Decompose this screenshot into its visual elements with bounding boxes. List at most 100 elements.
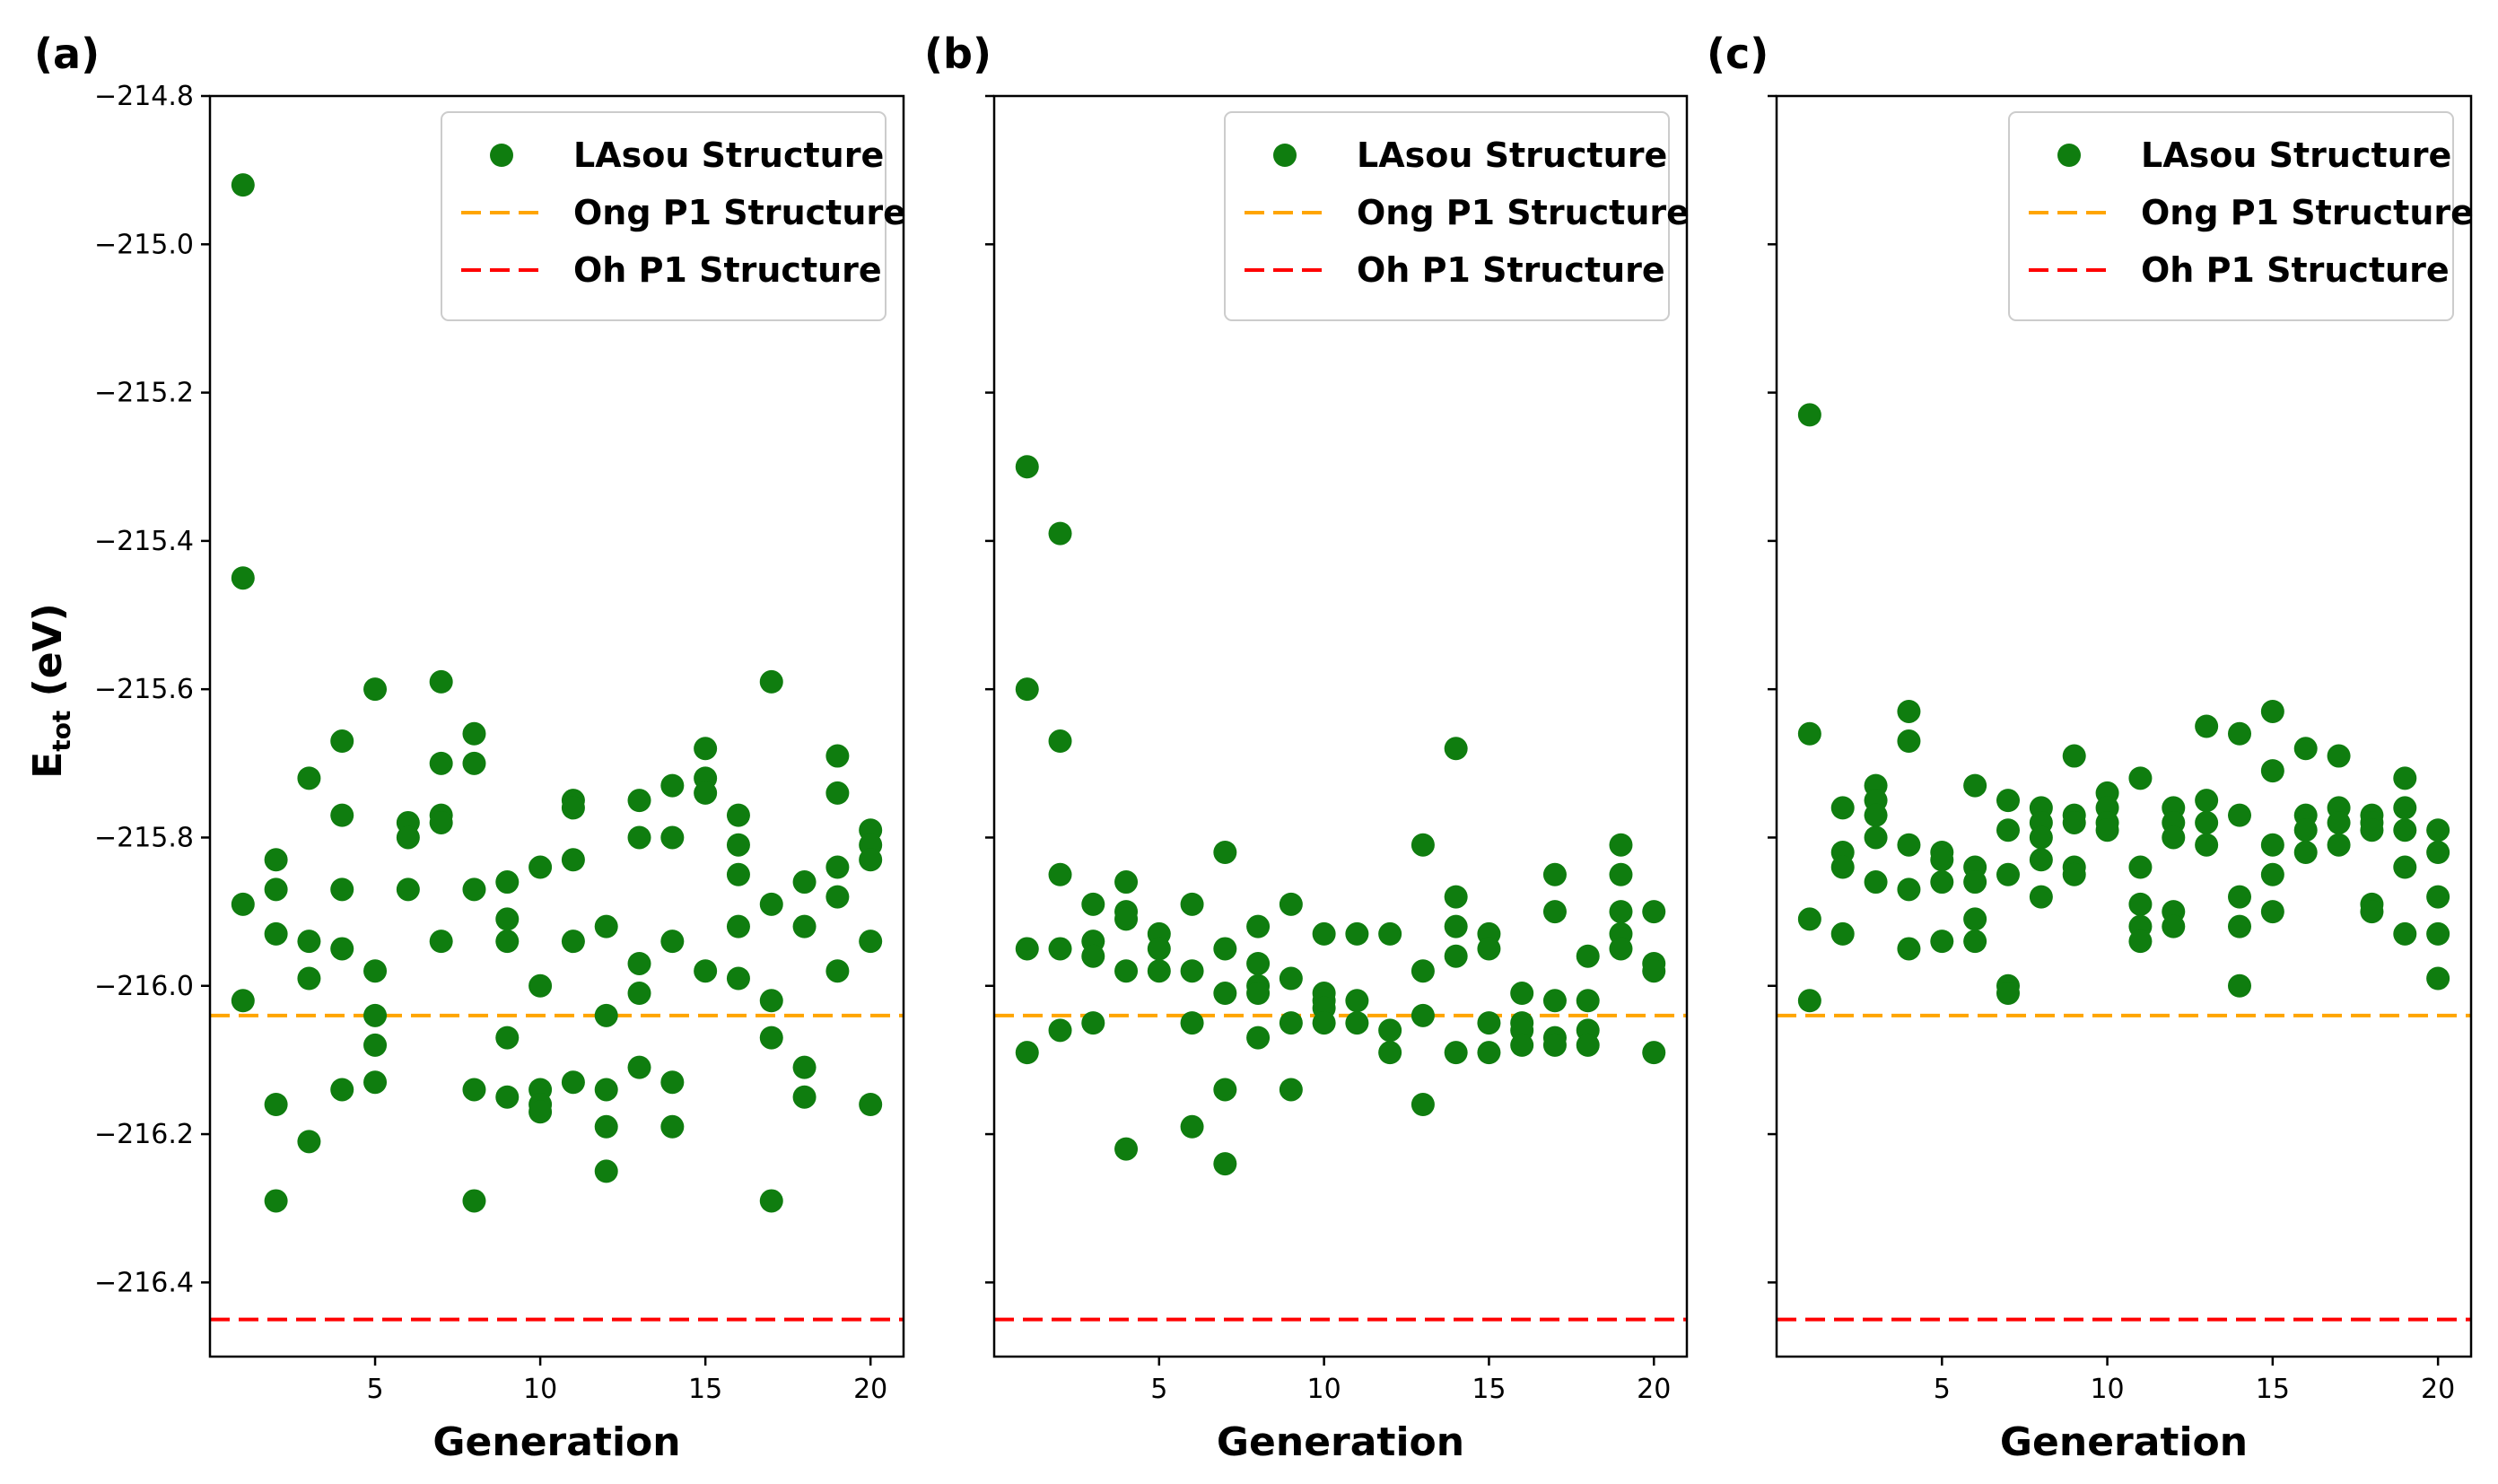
data-point (1378, 1041, 1402, 1065)
legend-label: Ong P1 Structure (2141, 193, 2474, 232)
data-point (1048, 729, 1072, 754)
data-point (2260, 900, 2284, 924)
data-point (1444, 914, 1468, 938)
data-point (694, 959, 718, 983)
data-point (1963, 773, 1987, 798)
data-point (1081, 1011, 1105, 1035)
data-point (1279, 966, 1303, 991)
data-point (759, 892, 783, 916)
data-point (495, 1026, 520, 1050)
data-point (1897, 699, 1921, 723)
legend-marker-lasou (2057, 144, 2081, 167)
data-point (1542, 900, 1567, 924)
data-point (2029, 848, 2053, 872)
x-tick-label: 10 (523, 1374, 557, 1405)
data-point (2195, 810, 2219, 834)
plot-frame (992, 94, 1689, 1358)
data-point (2062, 810, 2086, 834)
data-point (561, 848, 585, 872)
data-point (1246, 1026, 1271, 1050)
data-point (1996, 789, 2020, 813)
data-point (462, 751, 486, 775)
data-point (1213, 937, 1237, 961)
data-point (495, 1085, 520, 1109)
data-point (1930, 848, 1954, 872)
data-point (1444, 737, 1468, 761)
data-point (264, 1093, 288, 1116)
data-point (1048, 862, 1072, 886)
plot-frame (1775, 94, 2473, 1358)
data-point (1963, 870, 1987, 895)
data-point (1609, 937, 1633, 961)
legend-box (441, 111, 887, 321)
data-point (1345, 989, 1369, 1013)
data-point (2162, 825, 2186, 850)
data-point (759, 1189, 783, 1213)
data-point (1642, 1041, 1666, 1065)
data-point (297, 966, 321, 991)
data-point (759, 669, 783, 694)
data-point (2426, 841, 2450, 864)
data-point (1897, 877, 1921, 902)
data-point (2195, 833, 2219, 857)
y-tick-label: −215.4 (94, 526, 194, 557)
data-point (1864, 803, 1888, 827)
data-point (1797, 721, 1821, 746)
data-point (1246, 951, 1271, 975)
data-point (561, 930, 585, 954)
data-point (594, 1159, 618, 1183)
svg-text:Etot (eV): Etot (eV) (25, 603, 76, 779)
data-point (528, 973, 553, 998)
data-point (627, 825, 651, 850)
data-point (792, 914, 817, 938)
x-tick-label: 20 (1637, 1374, 1671, 1405)
data-point (1180, 1011, 1204, 1035)
data-point (1411, 1003, 1435, 1027)
data-point (1147, 937, 1171, 961)
data-point (330, 729, 354, 754)
legend-label: Oh P1 Structure (1357, 250, 1665, 290)
data-point (462, 721, 486, 746)
data-point (2260, 759, 2284, 783)
data-point (330, 937, 354, 961)
data-point (2360, 818, 2384, 842)
legend-label: LAsou Structure (573, 135, 884, 175)
data-point (759, 1026, 783, 1050)
data-point (297, 930, 321, 954)
data-point (594, 1114, 618, 1139)
data-point (1444, 885, 1468, 909)
data-point (2327, 744, 2351, 768)
data-point (2393, 796, 2417, 820)
data-point (1213, 841, 1237, 864)
y-axis-label-subscript: tot (47, 711, 76, 752)
data-point (429, 930, 453, 954)
data-point (859, 930, 883, 954)
data-point (1897, 937, 1921, 961)
data-point (1081, 944, 1105, 968)
data-point (2293, 841, 2318, 864)
data-point (2062, 744, 2086, 768)
panel-label: (c) (1707, 30, 1769, 78)
data-point (1642, 900, 1666, 924)
data-point (1830, 796, 1855, 820)
data-point (231, 173, 255, 197)
data-point (1180, 959, 1204, 983)
data-point (429, 751, 453, 775)
data-point (1180, 892, 1204, 916)
data-point (1510, 1033, 1534, 1057)
data-point (594, 914, 618, 938)
data-point (495, 930, 520, 954)
data-point (2228, 914, 2251, 938)
data-point (1963, 907, 1987, 931)
data-point (1576, 944, 1600, 968)
data-point (1576, 989, 1600, 1013)
data-point (825, 781, 850, 805)
legend: LAsou Structure Ong P1 Structure Oh P1 Str… (2008, 111, 2474, 321)
data-point (1411, 833, 1435, 857)
data-point (859, 848, 883, 872)
data-point (1312, 921, 1336, 946)
data-point (1963, 930, 1987, 954)
data-point (2393, 766, 2417, 790)
data-point (660, 930, 685, 954)
data-point (2195, 789, 2219, 813)
